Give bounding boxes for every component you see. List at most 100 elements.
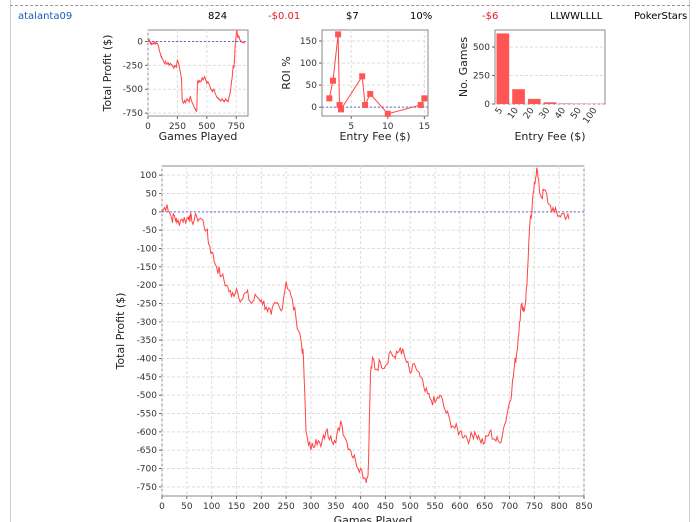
x-tick-label: 30: [538, 106, 553, 121]
bar: [512, 89, 525, 104]
y-tick-label: -150: [137, 263, 158, 273]
x-tick-label: 750: [228, 122, 245, 132]
y-tick-label: -400: [137, 355, 158, 365]
x-tick-label: 10: [382, 122, 394, 132]
y-tick-label: -500: [137, 391, 158, 401]
plot-area: [161, 165, 585, 497]
x-tick-label: 100: [203, 502, 220, 512]
y-tick-label: -250: [137, 300, 158, 310]
x-tick-label: 50: [181, 502, 193, 512]
x-tick-label: 350: [327, 502, 344, 512]
roi-point: [384, 110, 391, 117]
y-tick-label: 250: [473, 72, 490, 82]
bar: [559, 103, 573, 104]
poker-site: PokerStars: [634, 11, 688, 22]
y-tick-label: -200: [137, 281, 158, 291]
plot-area: [147, 29, 249, 117]
roi-point: [417, 101, 424, 108]
y-tick-label: 0: [137, 37, 143, 47]
plot-area: [494, 29, 606, 105]
row-divider: [10, 5, 690, 6]
y-tick-label: -750: [137, 483, 158, 493]
player-name-link[interactable]: atalanta09: [18, 11, 73, 22]
roi-point: [362, 101, 369, 108]
x-tick-label: 500: [402, 502, 419, 512]
y-tick-label: -750: [123, 109, 144, 119]
x-axis-label: Games Played: [159, 130, 238, 143]
x-tick-label: 250: [278, 502, 295, 512]
profit-series-line: [161, 167, 570, 483]
y-tick-label: -650: [137, 446, 158, 456]
y-tick-label: -450: [137, 373, 158, 383]
x-axis-label: Entry Fee ($): [339, 130, 410, 143]
x-tick-label: 650: [476, 502, 493, 512]
x-tick-label: 250: [169, 122, 186, 132]
x-tick-label: 700: [501, 502, 518, 512]
y-tick-label: 0: [311, 103, 317, 113]
x-tick-label: 850: [575, 502, 592, 512]
y-tick-label: -100: [137, 245, 158, 255]
x-tick-label: 450: [377, 502, 394, 512]
roi-point: [367, 90, 374, 97]
roi-point: [335, 31, 342, 38]
x-tick-label: 15: [419, 122, 430, 132]
y-tick-label: 50: [146, 190, 158, 200]
avg-profit: -$0.01: [268, 11, 301, 22]
x-axis-label: Entry Fee ($): [514, 130, 585, 143]
roi-point: [421, 95, 428, 102]
y-tick-label: -250: [123, 61, 144, 71]
avg-entry-fee: $7: [346, 11, 359, 22]
bar: [496, 33, 510, 104]
y-tick-label: 150: [300, 37, 317, 47]
roi-point: [329, 77, 336, 84]
y-tick-label: 100: [300, 59, 317, 69]
player-summary-row: atalanta09 824 -$0.01 $7 10% -$6 LLWWLLL…: [0, 9, 700, 25]
x-tick-label: 5: [348, 122, 354, 132]
x-tick-label: 200: [253, 502, 270, 512]
y-axis-label: ROI %: [280, 56, 293, 90]
roi-point: [338, 106, 345, 113]
bar: [543, 102, 557, 104]
x-tick-label: 150: [228, 502, 245, 512]
x-tick-label: 300: [302, 502, 319, 512]
y-tick-label: 500: [473, 43, 490, 53]
x-tick-label: 600: [451, 502, 468, 512]
x-tick-label: 400: [352, 502, 369, 512]
x-tick-label: 20: [522, 106, 537, 121]
roi-point: [326, 95, 333, 102]
x-tick-label: 0: [145, 122, 151, 132]
y-tick-label: 0: [484, 100, 490, 110]
roi-point: [336, 101, 343, 108]
net-profit: -$6: [482, 11, 499, 22]
x-tick-label: 750: [526, 502, 543, 512]
y-tick-label: -700: [137, 465, 158, 475]
y-axis-label: No. Games: [457, 37, 470, 98]
y-tick-label: 50: [306, 81, 318, 91]
y-tick-label: -600: [137, 428, 158, 438]
profit-series-line: [147, 29, 245, 113]
x-tick-label: 10: [506, 106, 521, 121]
x-tick-label: 5: [494, 106, 505, 116]
x-tick-label: 550: [426, 502, 443, 512]
roi-by-fee-chart: 0 50 100 150 5 10 15 Entry Fee ($) ROI %: [280, 29, 430, 143]
roi-point: [359, 73, 366, 80]
y-tick-label: -300: [137, 318, 158, 328]
content-frame: [10, 0, 690, 522]
games-count: 824: [208, 11, 228, 22]
x-tick-label: 800: [551, 502, 568, 512]
y-tick-label: 0: [151, 208, 157, 218]
bar: [527, 98, 541, 104]
y-axis-label: Total Profit ($): [114, 293, 127, 371]
y-tick-label: -50: [142, 226, 157, 236]
y-tick-label: -500: [123, 85, 144, 95]
y-tick-label: -550: [137, 410, 158, 420]
y-axis-label: Total Profit ($): [101, 35, 114, 113]
y-tick-label: 100: [140, 171, 157, 181]
x-tick-label: 500: [198, 122, 215, 132]
recent-results-streak: LLWWLLLL: [550, 11, 603, 22]
x-tick-label: 0: [159, 502, 165, 512]
roi-value: 10%: [410, 11, 433, 22]
y-tick-label: -350: [137, 336, 158, 346]
